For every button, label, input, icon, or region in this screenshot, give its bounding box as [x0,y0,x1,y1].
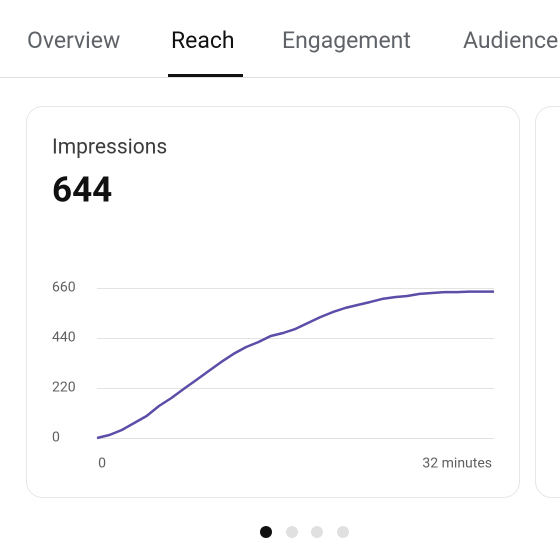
y-tick-label: 0 [52,430,60,446]
page-dot[interactable] [311,526,323,538]
tab[interactable]: Audience [463,27,558,54]
card-title: Impressions [52,136,167,160]
y-tick-label: 440 [52,330,76,346]
line [96,290,494,440]
plot: 0 220 440 660 0 32 minutes [52,280,494,472]
page-dot[interactable] [286,526,298,538]
tab[interactable]: Reach [171,27,235,54]
y-tick-label: 660 [52,280,76,296]
tab[interactable]: Engagement [282,27,411,54]
page-dot[interactable] [337,526,349,538]
card [26,106,520,498]
page-dot[interactable] [260,526,272,538]
y-tick-label: 220 [52,380,76,396]
x-tick-label: 32 minutes [422,456,492,472]
tab[interactable]: Overview [27,27,120,54]
tab-indicator [168,74,243,77]
x-tick-label: 0 [98,456,106,472]
card [535,106,560,498]
card-value: 644 [52,169,112,210]
